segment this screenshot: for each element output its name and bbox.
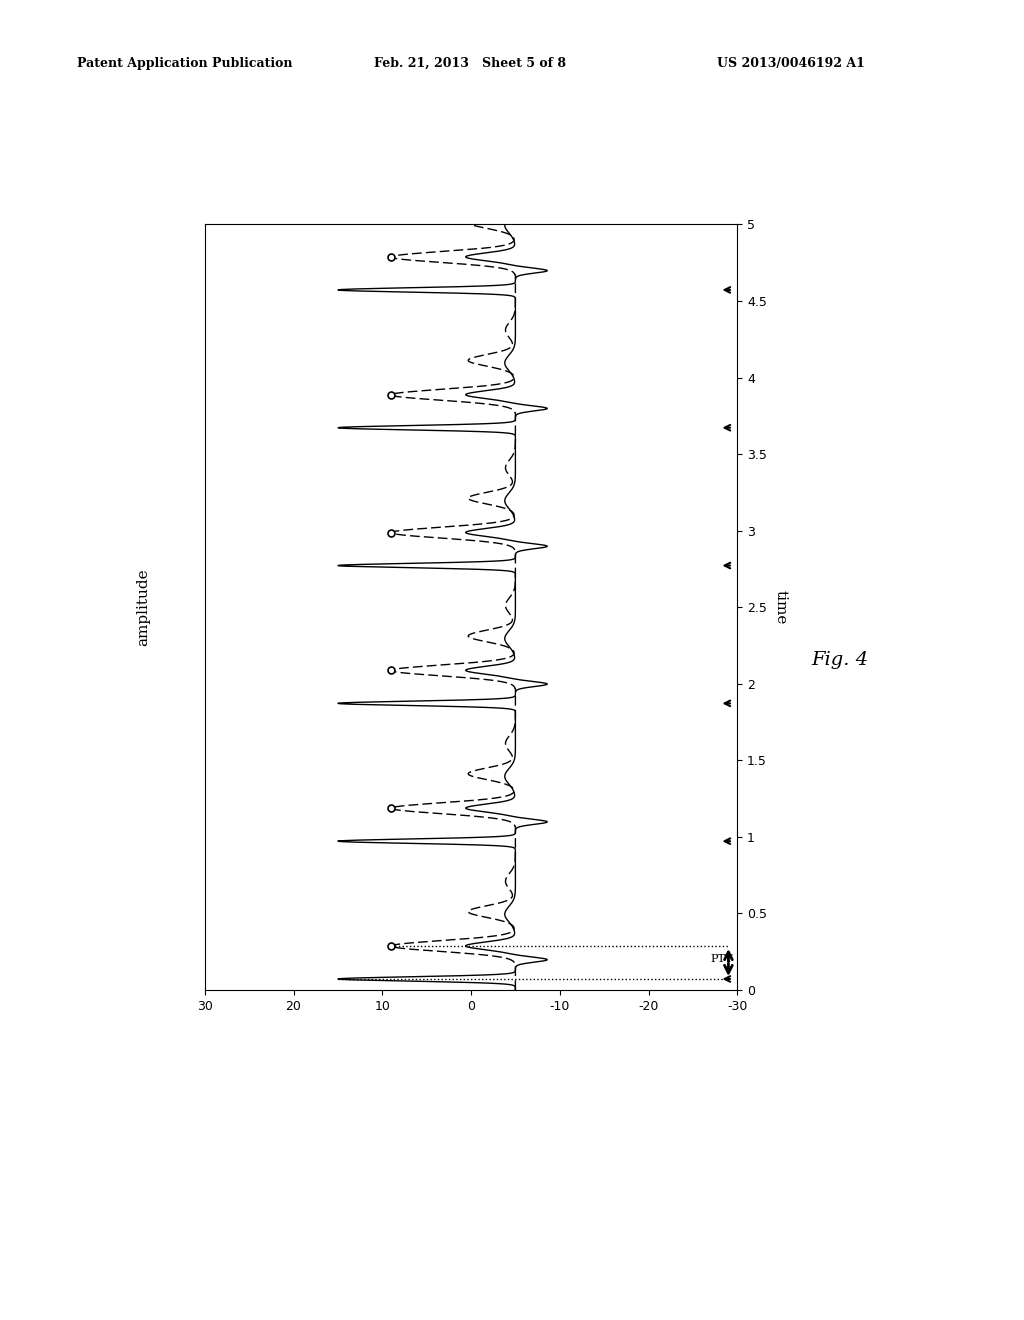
Y-axis label: time: time bbox=[774, 590, 787, 624]
Text: US 2013/0046192 A1: US 2013/0046192 A1 bbox=[717, 57, 864, 70]
Text: amplitude: amplitude bbox=[136, 569, 151, 645]
Text: Fig. 4: Fig. 4 bbox=[811, 651, 868, 669]
Text: Patent Application Publication: Patent Application Publication bbox=[77, 57, 292, 70]
Text: Feb. 21, 2013   Sheet 5 of 8: Feb. 21, 2013 Sheet 5 of 8 bbox=[374, 57, 565, 70]
Text: PTT: PTT bbox=[711, 954, 733, 965]
